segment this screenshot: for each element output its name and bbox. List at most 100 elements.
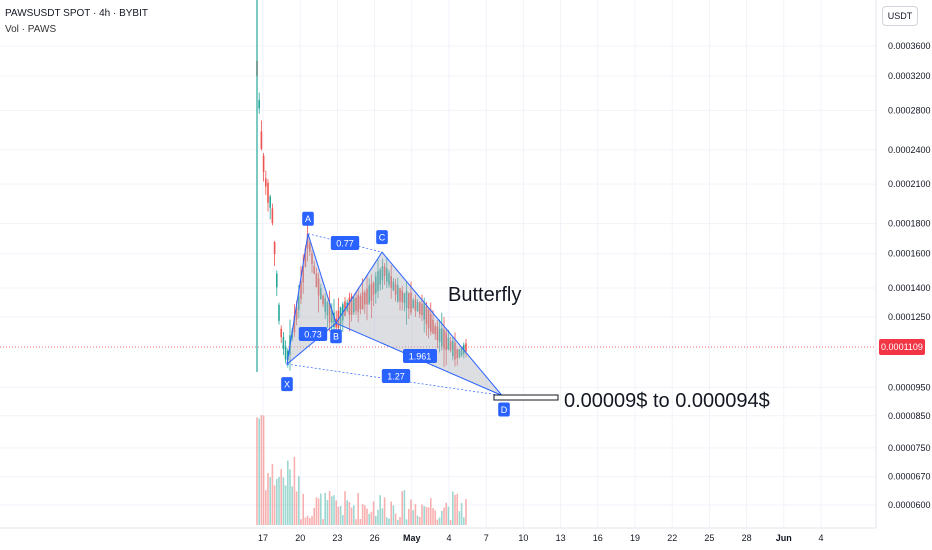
ratio-label-bd-bg [403,349,437,363]
volume-bar [295,491,298,525]
candle-body [421,303,423,316]
butterfly-pattern[interactable]: X A B C D 0.77 0.73 1.961 1.27 [281,211,510,417]
candle-body [419,302,421,315]
volume-bar [425,507,428,525]
volume-bar [350,507,353,525]
candle-body [401,290,403,303]
volume-bar [460,503,463,525]
volume-bar [359,519,362,525]
x-tick-label: May [403,533,421,543]
target-zone-box[interactable] [493,394,559,401]
candle-body [326,302,329,316]
pattern-triangle-bcd [335,251,503,396]
candle-body [258,99,260,109]
candle-body [315,273,318,288]
candle-body [300,281,302,299]
volume-bar [269,477,271,525]
y-tick-label: 0.0001250 [888,312,931,322]
volume-bar [276,478,278,525]
volume-bar [339,505,342,525]
volume-bar [287,460,289,525]
volume-bar [377,509,379,525]
volume-bar [432,508,434,525]
volume-bar [403,490,406,525]
x-tick-label: 13 [556,533,566,543]
y-tick-label: 0.0000670 [888,472,931,482]
candle-body [293,315,296,333]
volume-bar [456,493,458,525]
candles [256,0,467,372]
volume-bar [447,506,450,525]
candle-body [447,337,450,350]
y-tick-label: 0.0001400 [888,283,931,293]
x-tick-label: 19 [630,533,640,543]
point-label-b: B [333,332,339,342]
volume-bar [379,495,381,525]
x-tick-label: 4 [446,533,451,543]
x-tick-label: 7 [484,533,489,543]
price-axis[interactable]: 0.0003600 0.0003200 0.0002800 0.0002400 0.00… [888,41,931,510]
candle-body [265,178,267,187]
candle-body [379,269,381,285]
candle-body [276,273,278,288]
candle-body [355,297,357,311]
volume-bar [441,510,443,525]
volume-bar [337,506,340,525]
volume-bar [273,485,276,525]
candle-body [372,282,375,295]
currency-button[interactable]: USDT [882,6,918,26]
volume-bar [388,518,390,525]
candle-body [359,296,362,310]
volume-bar [267,472,269,525]
candle-body [320,287,322,300]
volume-bar [328,490,331,525]
volume-bar [465,499,467,525]
ratio-line-xb [286,322,337,365]
volume-bar [317,498,320,525]
candle-body [280,328,282,338]
volume-bar [386,517,388,525]
volume-bar [368,513,370,525]
target-zone-label: 0.00009$ to 0.000094$ [564,390,770,412]
volume-bar [265,490,267,525]
volume-bar [412,510,414,525]
y-tick-label: 0.0002100 [888,179,931,189]
volume-bar [410,499,412,525]
y-tick-label: 0.0000750 [888,443,931,453]
y-tick-label: 0.0001800 [888,219,931,229]
volume-bar [414,504,417,525]
candle-body [322,295,324,305]
y-tick-label: 0.0000950 [888,382,931,392]
volume-bar [383,497,386,525]
x-tick-label: 25 [704,533,714,543]
volume-bar [443,507,445,525]
volume-bar [298,476,300,525]
candle-body [432,319,434,334]
volume-title: Vol · PAWS [5,24,57,35]
time-axis[interactable]: 17 20 23 26 May 4 7 10 13 16 19 22 25 28 Jun 4 [258,533,824,543]
candle-body [388,272,390,285]
candle-body [377,271,379,292]
candle-body [427,309,430,329]
volume-bar [357,492,359,525]
volume-bar [280,469,282,525]
candle-body [403,292,406,303]
volume-bar [331,496,333,525]
volume-bar [361,503,364,525]
ratio-label-xb-bg [330,236,360,250]
current-price-tag: 0.0001109 [879,339,925,355]
candle-body [452,340,454,357]
candle-body [324,298,326,312]
volume-bar [304,517,307,525]
symbol-title: PAWSUSDT SPOT · 4h · BYBIT [5,8,148,19]
volume-bar [306,515,309,525]
volume-bar [284,485,287,525]
ratio-label-ac: 0.73 [304,330,322,340]
point-label-x-bg [281,377,293,392]
candle-body [317,278,320,296]
candle-body [445,332,447,351]
y-tick-label: 0.0001600 [888,249,931,259]
y-tick-label: 0.0002400 [888,145,931,155]
candle-body [313,265,315,274]
